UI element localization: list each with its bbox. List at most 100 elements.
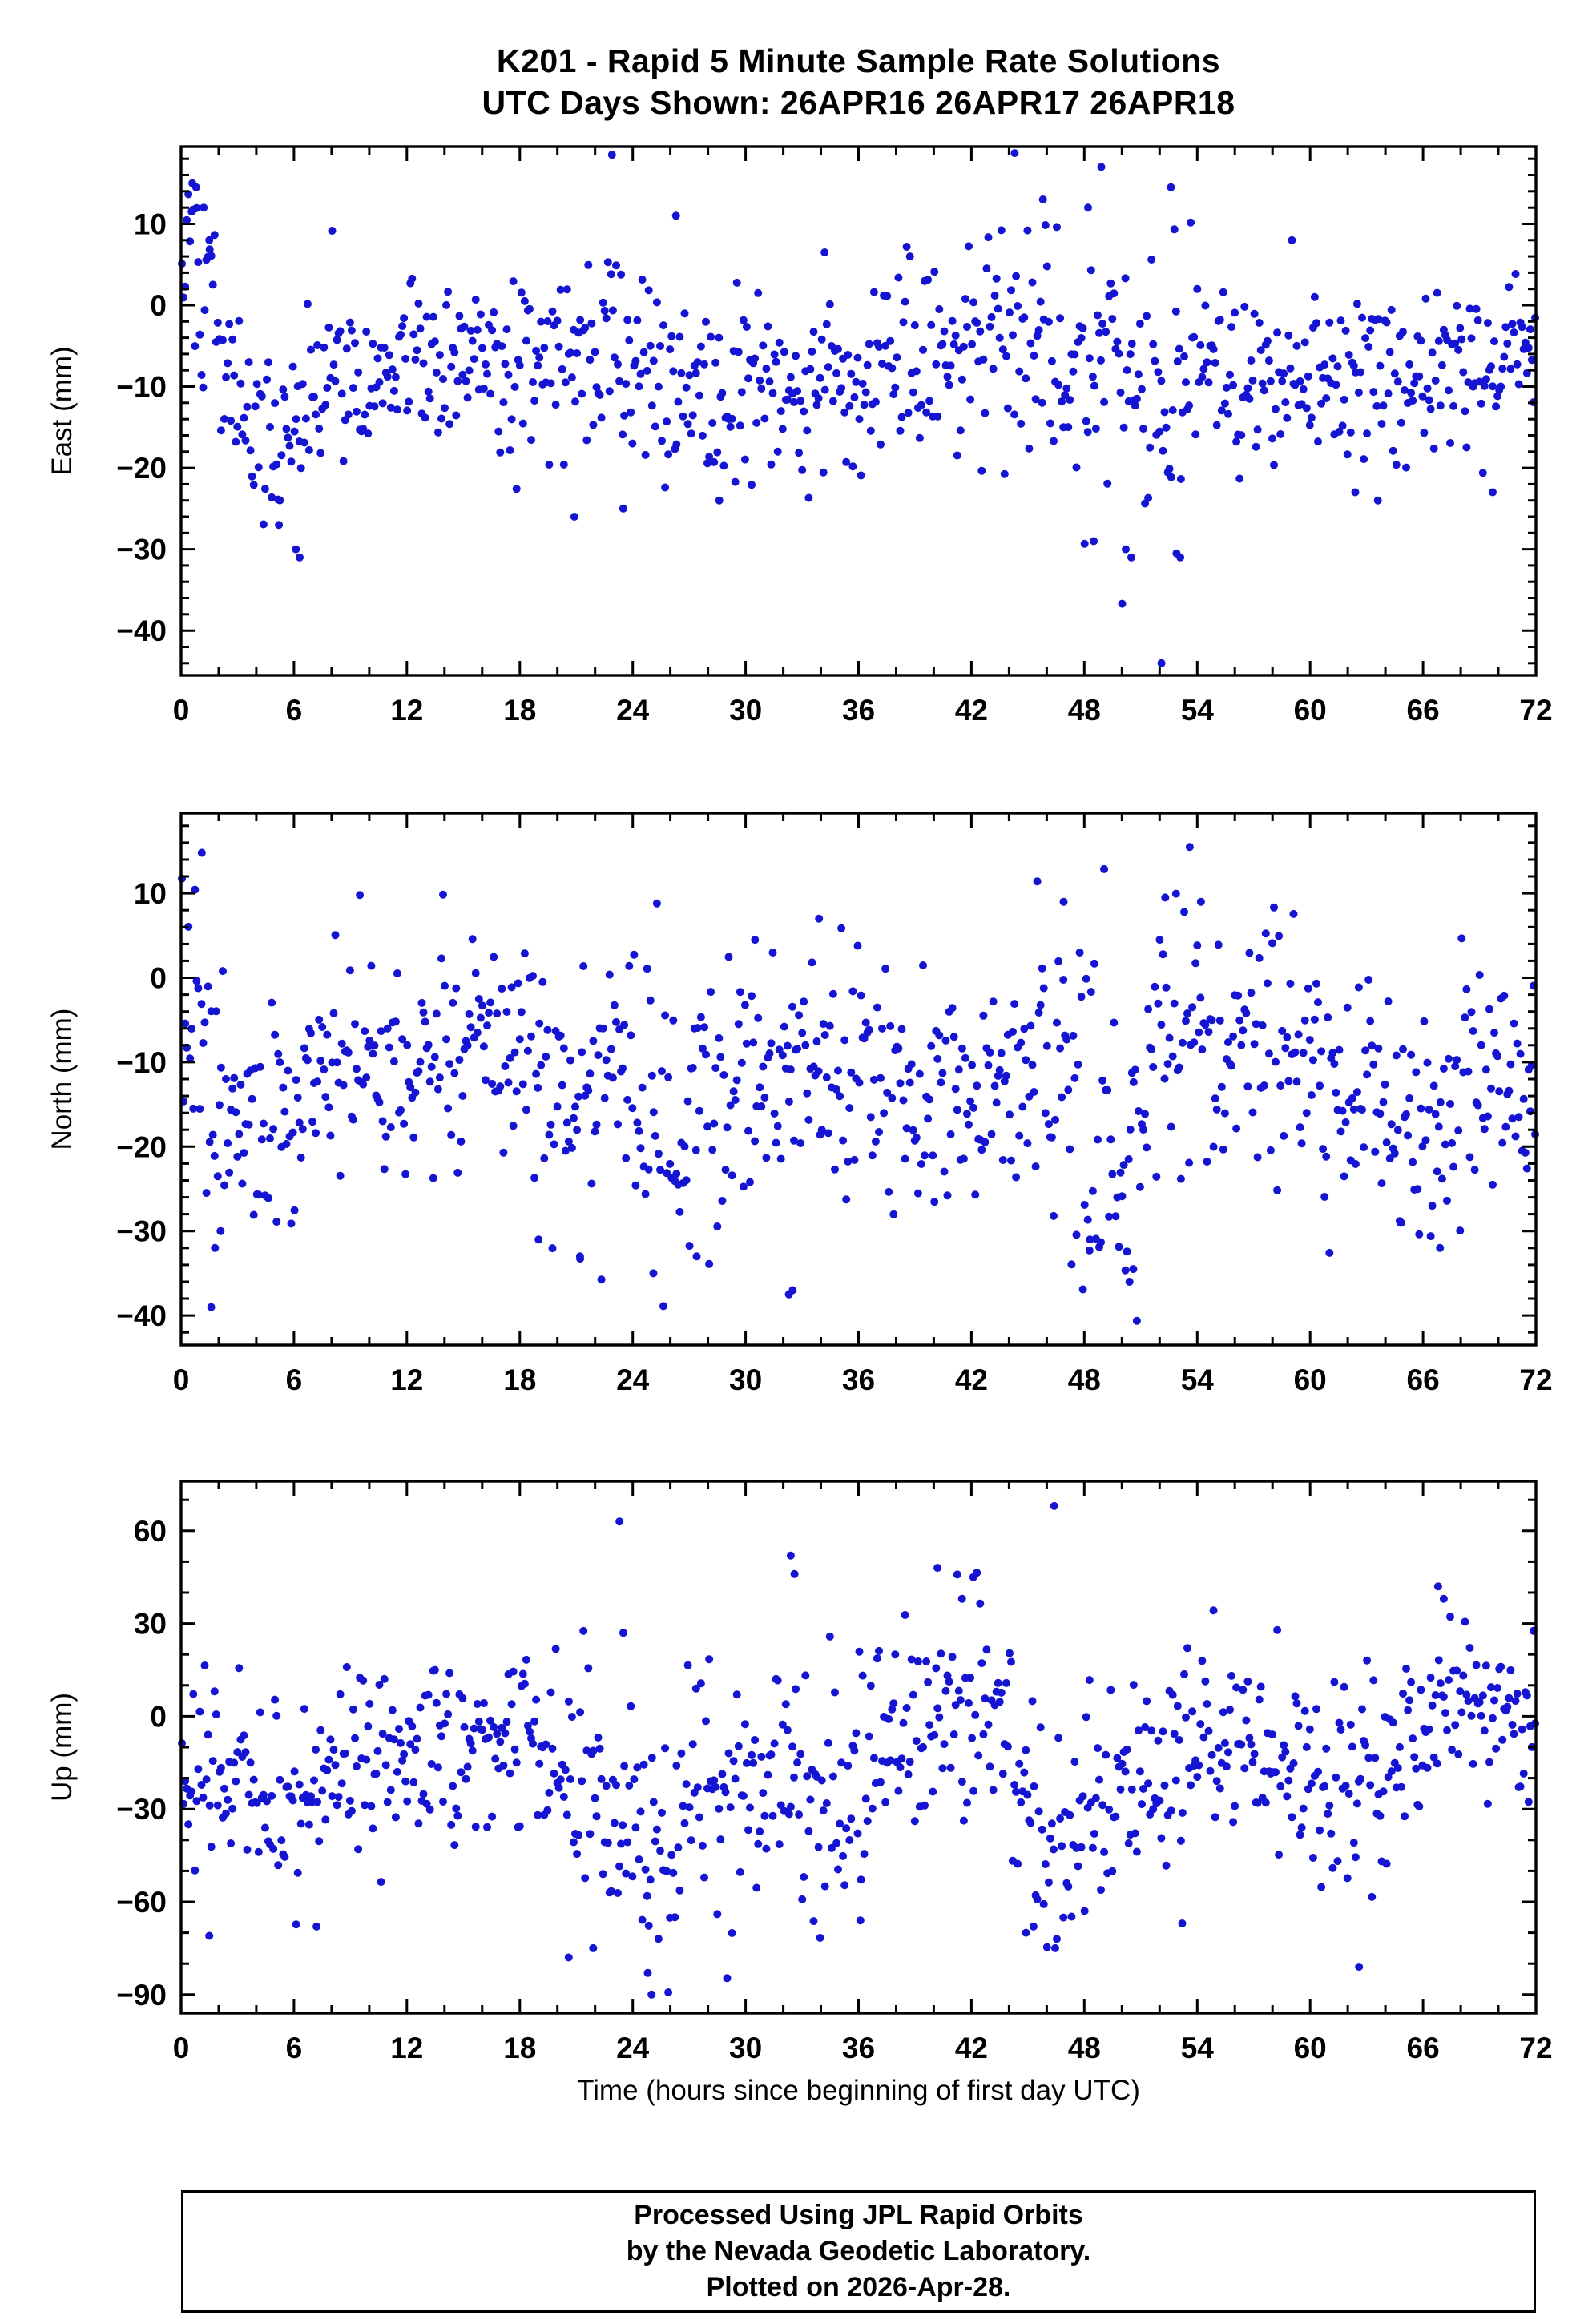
up-x-tick-label: 12 [390, 2032, 423, 2064]
footer-box: Processed Using JPL Rapid Orbits by the … [181, 2190, 1536, 2313]
up-y-tick-label: −30 [116, 1793, 167, 1826]
up-x-tick-label: 0 [173, 2032, 190, 2064]
east-outlier-point [1167, 183, 1175, 191]
east-x-tick-label: 6 [286, 694, 303, 727]
up-y-tick-label: 60 [134, 1515, 167, 1548]
north-outlier-point [211, 1243, 220, 1252]
up-outlier-point [1439, 1594, 1448, 1603]
north-outlier-point [788, 1286, 797, 1295]
north-outlier-point [216, 1226, 225, 1235]
east-x-tick-label: 66 [1407, 694, 1440, 727]
north-outlier-point [1396, 1218, 1405, 1227]
north-x-tick-label: 12 [390, 1363, 423, 1396]
up-outlier-point [643, 1968, 652, 1977]
east-outlier-point [607, 151, 616, 159]
up-x-tick-label: 30 [729, 2032, 762, 2064]
up-outlier-point [619, 1629, 627, 1637]
up-outlier-point [786, 1551, 795, 1560]
up-x-tick-label: 54 [1181, 2032, 1215, 2064]
up-outlier-point [1355, 1963, 1364, 1972]
east-outlier-point [715, 496, 724, 505]
north-outlier-point [815, 914, 824, 923]
up-outlier-point [856, 1916, 865, 1925]
up-outlier-point [205, 1931, 214, 1940]
east-outlier-point [275, 521, 284, 530]
east-outlier-point [570, 513, 578, 521]
east-x-tick-label: 18 [503, 694, 536, 727]
north-y-tick-label: 10 [134, 877, 167, 910]
north-y-tick-label: −20 [116, 1130, 167, 1163]
east-x-tick-label: 0 [173, 694, 190, 727]
east-outlier-point [1090, 537, 1098, 546]
north-x-tick-label: 36 [842, 1363, 875, 1396]
east-outlier-point [1127, 553, 1135, 562]
up-outlier-point [1178, 1919, 1187, 1927]
east-outlier-point [292, 545, 300, 554]
up-x-tick-label: 18 [503, 2032, 536, 2064]
east-outlier-point [1122, 545, 1130, 554]
north-outlier-point [1086, 1235, 1094, 1244]
footer-line-3: Plotted on 2026-Apr-28. [706, 2272, 1011, 2302]
up-outlier-point [1029, 1922, 1038, 1931]
north-x-tick-label: 66 [1407, 1363, 1440, 1396]
east-outlier-point [200, 203, 208, 212]
up-outlier-point [564, 1953, 573, 1962]
up-outlier-point [312, 1922, 321, 1931]
up-outlier-point [1022, 1928, 1030, 1937]
north-outlier-point [692, 1252, 701, 1261]
north-outlier-point [534, 1235, 543, 1244]
east-outlier-point [619, 504, 627, 513]
north-y-tick-label: 0 [150, 962, 167, 995]
north-x-tick-label: 24 [616, 1363, 650, 1396]
north-x-tick-label: 0 [173, 1363, 190, 1396]
up-x-tick-label: 66 [1407, 2032, 1440, 2064]
east-x-tick-label: 42 [955, 694, 988, 727]
east-outlier-point [1373, 496, 1382, 505]
north-outlier-point [1185, 843, 1194, 852]
up-tick-labels: 0 6 12 18 24 30 36 42 48 54 60 66 72 60 30 0 −30 −60 −90 [116, 1515, 1552, 2064]
east-outlier-point [671, 211, 680, 220]
north-tick-labels: 0 6 12 18 24 30 36 42 48 54 60 66 72 10 0 −10 −20 −30 −40 [116, 877, 1552, 1396]
chart-title: K201 - Rapid 5 Minute Sample Rate Soluti… [181, 40, 1536, 123]
up-outlier-point [957, 1594, 966, 1603]
east-outlier-point [1351, 488, 1360, 497]
up-plot-frame [179, 1480, 1538, 2015]
north-x-tick-label: 6 [286, 1363, 303, 1396]
north-plot-frame [179, 812, 1538, 1347]
y-axis-label-up: Up (mm) [46, 1692, 78, 1802]
east-y-tick-label: −40 [116, 614, 167, 647]
east-ticks [181, 147, 1536, 675]
north-x-tick-label: 54 [1181, 1363, 1215, 1396]
east-outlier-point [205, 236, 214, 244]
up-outlier-point [589, 1943, 598, 1952]
up-y-tick-label: 0 [150, 1700, 167, 1733]
up-x-tick-label: 48 [1068, 2032, 1101, 2064]
east-x-tick-label: 72 [1519, 694, 1552, 727]
up-x-tick-label: 60 [1294, 2032, 1327, 2064]
up-x-tick-label: 72 [1519, 2032, 1552, 2064]
east-x-tick-label: 30 [729, 694, 762, 727]
north-x-tick-label: 42 [955, 1363, 988, 1396]
north-y-tick-label: −40 [116, 1299, 167, 1332]
east-y-tick-label: −20 [116, 452, 167, 485]
north-x-tick-label: 48 [1068, 1363, 1101, 1396]
chart-title-line2: UTC Days Shown: 26APR16 26APR17 26APR18 [482, 84, 1235, 121]
east-y-tick-label: 10 [134, 208, 167, 241]
up-outlier-point [969, 1573, 977, 1581]
up-x-tick-label: 6 [286, 2032, 303, 2064]
up-ticks [181, 1481, 1536, 2013]
x-axis-label: Time (hours since beginning of first day… [577, 2075, 1140, 2106]
east-plot-frame [179, 145, 1538, 677]
panel-north: 0 6 12 18 24 30 36 42 48 54 60 66 72 10 0 −10 −20 −30 −40 [116, 812, 1553, 1396]
up-outlier-point [1433, 1582, 1442, 1591]
east-outlier-point [1038, 195, 1047, 203]
north-outlier-point [207, 1303, 216, 1311]
north-y-tick-label: −10 [116, 1046, 167, 1079]
up-outlier-point [615, 1517, 624, 1526]
east-tick-labels: 0 6 12 18 24 30 36 42 48 54 60 66 72 10 0 −10 −20 −30 −40 [116, 208, 1552, 727]
up-outlier-point [933, 1564, 942, 1573]
east-x-tick-label: 24 [616, 694, 650, 727]
east-x-tick-label: 36 [842, 694, 875, 727]
footer-line-2: by the Nevada Geodetic Laboratory. [626, 2236, 1091, 2266]
north-outlier-point [1125, 1278, 1134, 1286]
